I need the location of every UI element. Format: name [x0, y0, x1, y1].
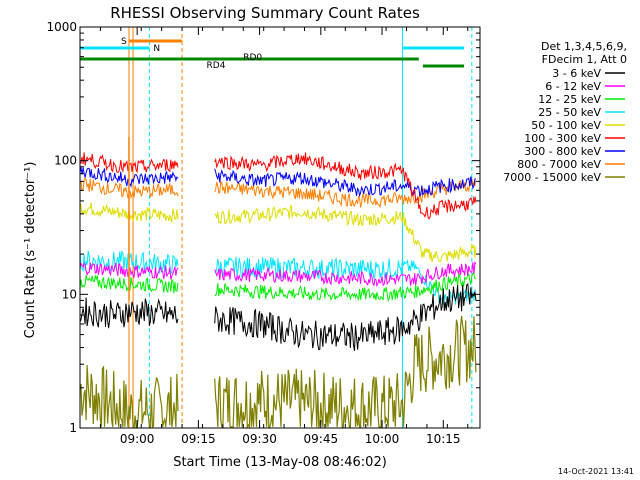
plot-frame	[79, 26, 481, 429]
y-tick-label: 100	[54, 154, 77, 168]
series-7000-15000-kev-line-0	[79, 364, 179, 428]
axes: 1 10 100 1000 09:00 09:15 09:30 09:45 10:00 10:15	[46, 20, 481, 446]
legend-title-line: FDecim 1, Att 0	[542, 53, 627, 66]
y-tick-label: 1	[69, 421, 77, 435]
y-tick-label: 1000	[46, 20, 77, 34]
chart-title: RHESSI Observing Summary Count Rates	[110, 4, 420, 22]
series-100-300-kev-line-1	[214, 152, 477, 220]
x-axis-label: Start Time (13-May-08 08:46:02)	[173, 455, 387, 470]
x-tick-label: 10:00	[365, 432, 400, 446]
legend-label: 50 - 100 keV	[531, 119, 601, 132]
series-300-800-kev-line-1	[214, 168, 477, 198]
y-tick-label: 10	[62, 287, 77, 301]
x-tick-label: 09:00	[120, 432, 155, 446]
series-3-6-kev-line-0	[79, 297, 179, 329]
legend-title-line: Det 1,3,4,5,6,9,	[541, 40, 627, 53]
legend-label: 800 - 7000 keV	[517, 158, 601, 171]
x-tick-label: 09:30	[242, 432, 277, 446]
series-3-6-kev-line-1	[214, 282, 477, 351]
legend-label: 7000 - 15000 keV	[503, 171, 601, 184]
x-tick-label: 10:15	[426, 432, 461, 446]
legend-label: 12 - 25 keV	[538, 93, 601, 106]
plot-area: S N RD0 RD4	[79, 27, 477, 430]
y-axis-label: Count Rate (s⁻¹ detector⁻¹)	[23, 162, 38, 339]
label-rd4: RD4	[207, 61, 226, 71]
footer-date: 14-Oct-2021 13:41	[558, 467, 634, 476]
legend: Det 1,3,4,5,6,9,FDecim 1, Att 03 - 6 keV…	[503, 40, 627, 184]
legend-label: 300 - 800 keV	[524, 145, 601, 158]
label-s: S	[121, 37, 127, 47]
x-tick-label: 09:15	[181, 432, 216, 446]
legend-label: 100 - 300 keV	[524, 132, 601, 145]
legend-label: 3 - 6 keV	[552, 67, 601, 80]
series-6-12-kev-line-1	[214, 260, 477, 288]
series-12-25-kev-line-1	[214, 272, 477, 302]
label-n: N	[153, 44, 160, 54]
series-7000-15000-kev-line-1	[214, 315, 477, 430]
series-50-100-kev-line-1	[214, 204, 477, 263]
label-rd0: RD0	[243, 53, 262, 63]
legend-label: 6 - 12 keV	[545, 80, 601, 93]
x-tick-label: 09:45	[304, 432, 339, 446]
legend-label: 25 - 50 keV	[538, 106, 601, 119]
